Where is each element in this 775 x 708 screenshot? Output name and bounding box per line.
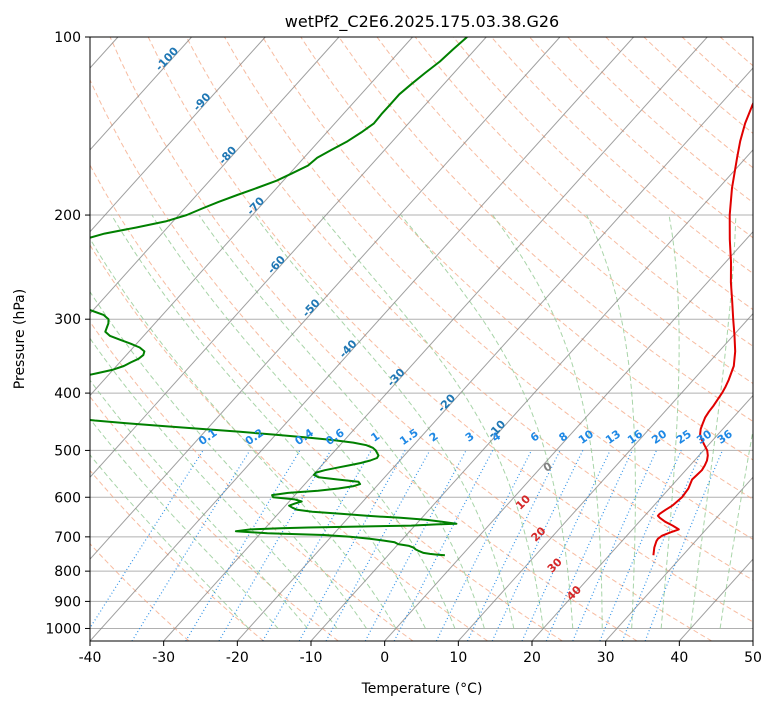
y-axis-label: Pressure (hPa) <box>12 289 28 389</box>
dry-adiabat-60 <box>185 37 753 581</box>
y-tick-label: 1000 <box>45 621 81 637</box>
dry-adiabat--10 <box>90 395 339 641</box>
y-tick-label: 600 <box>54 490 81 506</box>
moist-adiabat-4 <box>111 214 426 629</box>
isotherm--20 <box>236 67 753 641</box>
y-tick-label: 400 <box>54 386 81 402</box>
x-tick-label: 0 <box>380 650 389 666</box>
mixing-ratio-line-0.4 <box>185 450 301 641</box>
moist-adiabat--20 <box>90 454 249 629</box>
x-tick-label: -10 <box>300 650 323 666</box>
isotherm-20 <box>531 394 753 641</box>
axis-ticks: -40 -30 -20 -10 0 10 20 30 40 50 100 200 300 400 500 60… <box>45 30 762 666</box>
dry-adiabat-80 <box>262 37 753 500</box>
moist-adiabat--16 <box>90 418 279 629</box>
moist-adiabat-40 <box>690 214 737 629</box>
y-tick-label: 900 <box>54 594 81 610</box>
background-lines <box>90 37 775 641</box>
data-series <box>90 37 753 557</box>
mixing-ratio-line-20 <box>572 450 658 641</box>
mixing-ratio-line-30 <box>621 450 703 641</box>
isotherm--30 <box>163 37 708 641</box>
temperature-line <box>652 101 753 556</box>
dry-adiabat-130 <box>452 37 753 311</box>
isotherm--80 <box>90 37 340 315</box>
dry-adiabat-40 <box>109 37 712 641</box>
mixing-ratio-line-25 <box>599 450 682 641</box>
y-tick-label: 100 <box>54 30 81 46</box>
x-axis-label: Temperature (°C) <box>361 681 483 697</box>
isotherm--90 <box>90 37 266 233</box>
y-tick-label: 300 <box>54 312 81 328</box>
x-tick-label: -40 <box>79 650 102 666</box>
dry-adiabat-110 <box>376 37 753 385</box>
x-tick-label: 50 <box>744 650 762 666</box>
y-tick-label: 500 <box>54 443 81 459</box>
y-tick-label: 200 <box>54 208 81 224</box>
isotherm--50 <box>90 37 561 560</box>
plot-frame <box>89 36 754 642</box>
moist-adiabat--4 <box>90 290 367 629</box>
isotherm--100 <box>90 37 192 151</box>
moist-adiabat-12 <box>198 214 485 629</box>
x-tick-label: 10 <box>449 650 467 666</box>
mixing-ratio-line-1.5 <box>298 450 406 641</box>
dry-adiabat-10 <box>90 244 488 641</box>
x-tick-label: 30 <box>597 650 615 666</box>
moist-adiabat--12 <box>90 379 308 629</box>
dry-adiabat-210 <box>758 37 775 641</box>
plot-background <box>90 37 753 641</box>
dry-adiabat-70 <box>224 37 753 540</box>
moist-adiabat-28 <box>492 214 603 629</box>
y-tick-label: 700 <box>54 530 81 546</box>
isotherm-30 <box>605 476 753 641</box>
isotherm--40 <box>90 37 634 641</box>
dry-adiabat-100 <box>338 37 753 423</box>
moist-adiabat-32 <box>586 214 636 629</box>
dewpoint-line <box>90 37 468 557</box>
mixing-ratio-line-0.2 <box>131 450 251 641</box>
moist-adiabat--8 <box>90 337 338 629</box>
dry-adiabat-30 <box>90 78 638 641</box>
isotherm--60 <box>90 37 487 479</box>
mixing-ratio-line-4 <box>393 450 494 641</box>
moist-adiabat-16 <box>254 214 515 629</box>
moist-adiabat-0 <box>90 237 397 629</box>
isotherm-50 <box>752 640 753 641</box>
mixing-ratio-line-16 <box>545 450 633 641</box>
x-tick-label: 20 <box>523 650 541 666</box>
isotherm-10 <box>457 312 753 641</box>
mixing-ratio-line-36 <box>644 450 723 641</box>
chart-title: wetPf2_C2E6.2025.175.03.38.G26 <box>285 12 559 32</box>
moist-adiabat-20 <box>320 214 544 629</box>
y-tick-label: 800 <box>54 564 81 580</box>
isotherm--10 <box>310 149 753 641</box>
isotherm-0 <box>384 230 753 641</box>
moist-adiabat-8 <box>151 214 456 629</box>
x-tick-label: -20 <box>226 650 249 666</box>
dry-adiabat-50 <box>147 37 753 623</box>
moist-adiabat-44 <box>719 427 753 629</box>
moist-adiabat-24 <box>400 214 574 629</box>
dry-adiabat--20 <box>90 469 264 641</box>
x-tick-label: -30 <box>152 650 175 666</box>
x-tick-label: 40 <box>670 650 688 666</box>
isotherm--70 <box>90 37 413 397</box>
mixing-ratio-line-3 <box>364 450 467 641</box>
